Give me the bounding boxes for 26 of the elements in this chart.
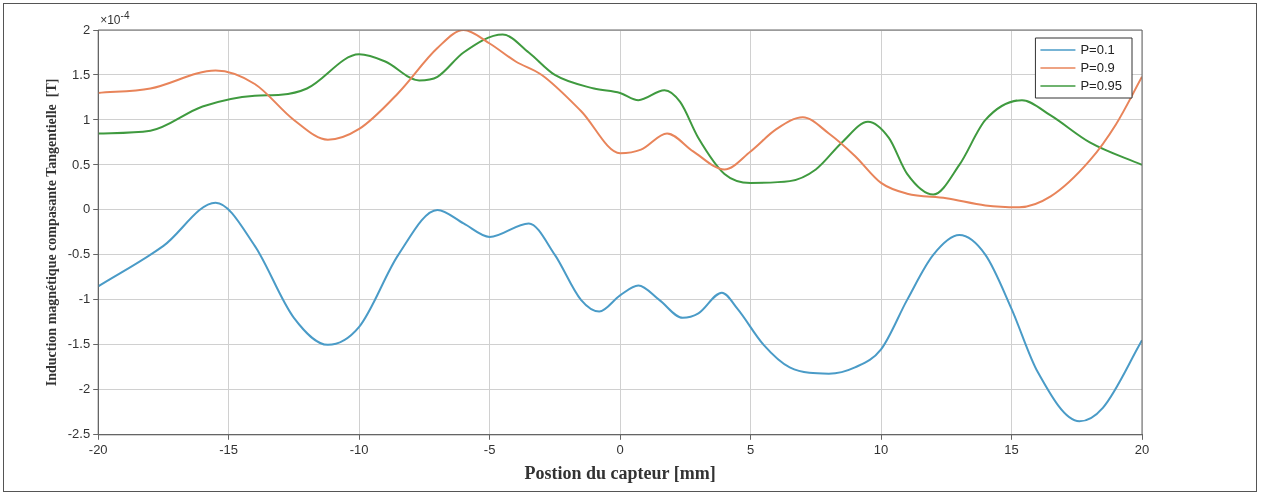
x-tick-label: 10 [873, 442, 889, 458]
x-tick-label: 0 [616, 442, 624, 458]
y-axis-title: Induction magnétique compasante Tangentielle [T] [44, 78, 60, 387]
x-tick-label: 20 [1134, 442, 1150, 458]
y-tick-label: 2 [82, 21, 91, 37]
x-tick-label: 5 [746, 442, 755, 458]
y-tick-label: 0 [82, 201, 91, 217]
line-series [98, 201, 1142, 423]
y-tick-label: 0.5 [72, 156, 91, 172]
text: ×10$^{-4}$ [100, 10, 130, 27]
y-tick-label: -0.5 [67, 246, 91, 262]
y-tick-label: -2.5 [67, 426, 91, 442]
x-axis-title: Postion du capteur [mm] [524, 462, 716, 483]
y-tick-label: 1.5 [72, 66, 91, 82]
y-tick-label: -1.5 [67, 336, 91, 352]
x-tick-label: -20 [88, 442, 108, 458]
x-tick-label: -5 [483, 442, 496, 458]
y-tick-label: 1 [82, 111, 91, 127]
x-tick-label: -10 [349, 442, 369, 458]
y-tick-label: -1 [78, 291, 91, 307]
x-tick-label: -15 [219, 442, 239, 458]
legend-label: P=0.1 [1080, 41, 1115, 57]
x-tick-label: 15 [1004, 442, 1019, 458]
legend-label: P=0.9 [1080, 59, 1115, 75]
legend-label: P=0.95 [1080, 77, 1123, 93]
y-tick-label: -2 [78, 381, 91, 397]
